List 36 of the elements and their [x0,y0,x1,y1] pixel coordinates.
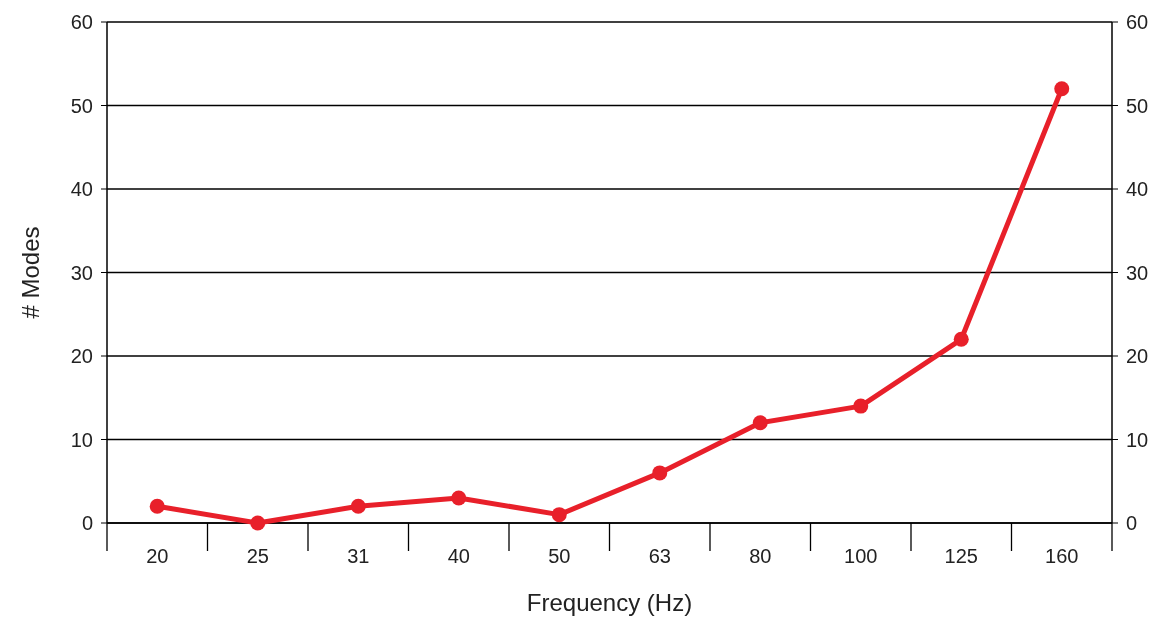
point [953,331,969,347]
y2-tick-label: 20 [1126,345,1149,367]
y2-tick-label: 0 [1126,512,1138,534]
x-tick-label: 31 [347,545,370,567]
x-tick-label: 160 [1045,545,1079,567]
y-tick-label: 60 [70,11,93,33]
y-tick-label: 30 [70,261,93,284]
point [551,507,567,523]
x-tick-label: 100 [844,545,878,567]
y-tick-label: 50 [70,94,93,117]
point [853,398,869,414]
point [1054,81,1070,97]
y2-tick-label: 50 [1126,94,1149,117]
point [752,415,768,431]
y-tick-label: 20 [70,345,93,367]
point [451,490,467,506]
point [652,465,668,481]
y2-tick-label: 10 [1126,428,1149,451]
point [350,498,366,514]
x-tick-label: 50 [548,545,571,567]
x-tick-label: 63 [648,545,671,567]
x-axis-title: Frequency (Hz) [526,589,693,616]
x-tick-label: 40 [447,545,470,567]
point [149,498,165,514]
y-tick-label: 0 [81,512,93,534]
y-tick-label: 10 [70,428,93,451]
y2-tick-label: 30 [1126,261,1149,284]
y2-tick-label: 40 [1126,178,1149,200]
x-tick-label: 25 [246,545,269,567]
y-tick-label: 40 [70,178,93,200]
x-tick-label: 125 [944,545,978,567]
x-tick-label: 20 [146,545,169,567]
y2-tick-label: 60 [1126,11,1149,33]
point [250,515,266,531]
y-axis-title: # Modes [17,226,44,319]
x-tick-label: 80 [749,545,772,567]
